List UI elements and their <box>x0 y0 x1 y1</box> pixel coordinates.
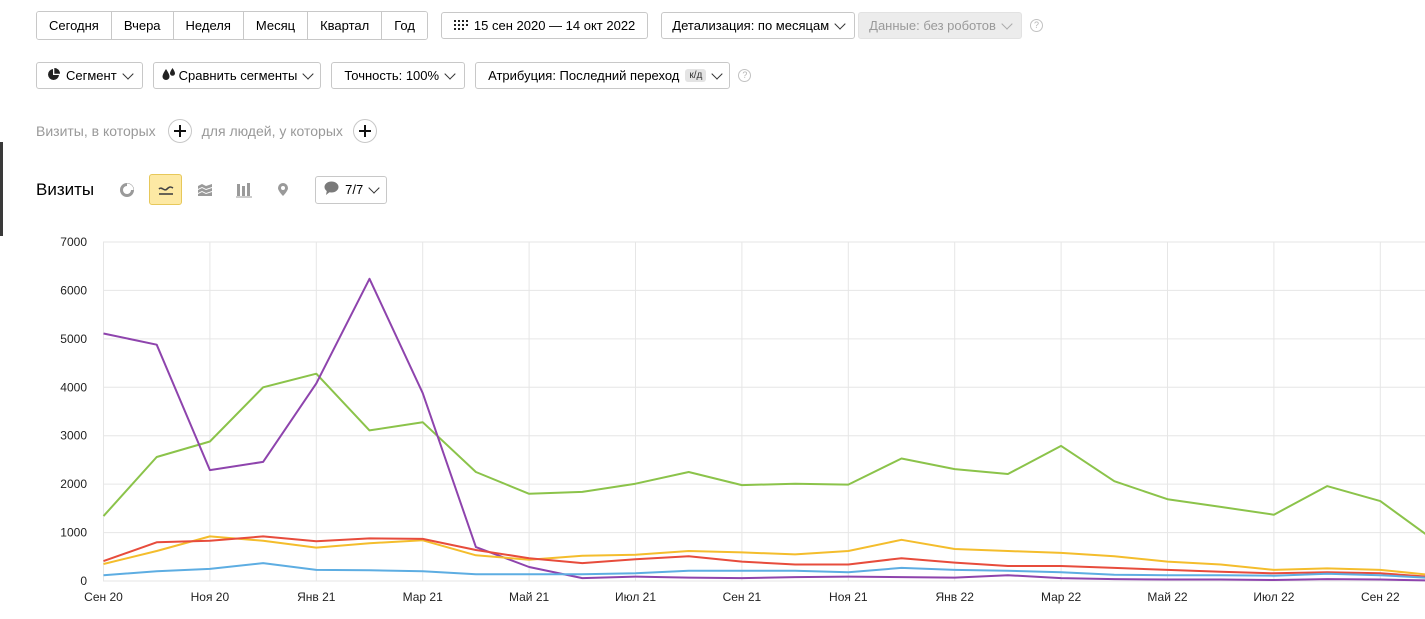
y-tick-label: 6000 <box>60 283 87 297</box>
filter-people-label: для людей, у которых <box>201 123 343 139</box>
data-filter-dropdown[interactable]: Данные: без роботов <box>858 12 1022 39</box>
period-selector: Сегодня Вчера Неделя Месяц Квартал Год <box>36 11 428 40</box>
chart-type-area-button[interactable] <box>188 174 221 205</box>
x-tick-label: Ноя 21 <box>829 590 868 604</box>
accuracy-label: Точность: 100% <box>344 68 440 83</box>
series-line-4 <box>103 562 1425 579</box>
series-line-1 <box>103 277 1425 582</box>
attribution-label: Атрибуция: Последний переход <box>488 68 680 83</box>
x-tick-label: Сен 20 <box>84 590 123 604</box>
x-tick-label: Май 21 <box>509 590 550 604</box>
chevron-down-icon <box>711 67 724 80</box>
add-visit-condition-button[interactable] <box>167 119 192 143</box>
chevron-down-icon <box>122 67 134 80</box>
chart-title: Визиты <box>36 179 95 199</box>
period-month-button[interactable]: Месяц <box>243 12 309 39</box>
filter-visits-label: Визиты, в которых <box>36 123 156 139</box>
toolbar-period: Сегодня Вчера Неделя Месяц Квартал Год 1… <box>36 11 1043 40</box>
map-pin-icon <box>277 182 288 196</box>
help-icon[interactable]: ? <box>738 69 752 82</box>
line-chart-icon <box>158 185 174 195</box>
chevron-down-icon <box>302 67 314 80</box>
chart-series <box>102 277 1425 582</box>
date-range-button[interactable]: 15 сен 2020 — 14 окт 2022 <box>440 12 649 39</box>
attribution-tag: к/д <box>685 69 707 82</box>
area-chart-icon <box>197 183 212 196</box>
chart-type-pie-button[interactable] <box>110 174 143 205</box>
chart-type-bar-button[interactable] <box>227 174 260 205</box>
plus-icon <box>173 125 186 137</box>
attribution-dropdown[interactable]: Атрибуция: Последний переход к/д <box>475 62 731 89</box>
x-tick-label: Июл 21 <box>615 590 656 604</box>
compare-segments-dropdown[interactable]: Сравнить сегменты <box>152 62 322 89</box>
y-tick-label: 0 <box>80 574 87 588</box>
date-range-label: 15 сен 2020 — 14 окт 2022 <box>473 18 636 33</box>
chart-type-line-button[interactable] <box>149 174 183 205</box>
help-icon[interactable]: ? <box>1029 19 1043 32</box>
series-line-2 <box>103 535 1425 576</box>
chevron-down-icon <box>1001 17 1013 30</box>
series-line-3 <box>103 535 1425 578</box>
calendar-icon <box>453 18 468 33</box>
x-tick-label: Июл 22 <box>1253 590 1294 604</box>
plus-icon <box>358 125 371 137</box>
x-tick-label: Янв 21 <box>297 590 336 604</box>
pie-icon <box>47 67 60 84</box>
y-tick-label: 7000 <box>60 235 87 249</box>
data-filter-label: Данные: без роботов <box>869 18 996 33</box>
segment-label: Сегмент <box>66 68 117 83</box>
bar-chart-icon <box>235 182 252 197</box>
period-week-button[interactable]: Неделя <box>173 12 244 39</box>
period-year-button[interactable]: Год <box>382 12 427 39</box>
add-people-condition-button[interactable] <box>352 119 377 143</box>
chevron-down-icon <box>834 17 846 30</box>
x-tick-label: Ноя 20 <box>191 590 230 604</box>
y-tick-label: 3000 <box>60 429 87 443</box>
chart-grid <box>103 241 1425 582</box>
x-tick-label: Май 22 <box>1147 590 1188 604</box>
y-axis-ticks: 0 1000 2000 3000 4000 5000 6000 7000 <box>60 235 87 588</box>
x-axis-ticks: Сен 20 Ноя 20 Янв 21 Мар 21 Май 21 Июл 21 Сен … <box>84 590 1400 604</box>
period-today-button[interactable]: Сегодня <box>37 12 112 39</box>
donut-icon <box>119 182 134 197</box>
filter-builder: Визиты, в которых для людей, у которых <box>36 119 377 143</box>
x-tick-label: Сен 22 <box>1361 590 1400 604</box>
y-tick-label: 5000 <box>60 332 87 346</box>
toolbar-segments: Сегмент Сравнить сегменты Точность: 100%… <box>36 62 752 89</box>
series-line-0 <box>102 372 1425 535</box>
period-yesterday-button[interactable]: Вчера <box>111 12 174 39</box>
speech-bubble-icon <box>324 181 339 198</box>
compare-label: Сравнить сегменты <box>178 68 298 83</box>
series-counter: 7/7 <box>345 182 364 197</box>
chart-header: Визиты 7/7 <box>36 174 388 205</box>
period-quarter-button[interactable]: Квартал <box>308 12 383 39</box>
y-tick-label: 1000 <box>60 526 87 540</box>
detail-dropdown[interactable]: Детализация: по месяцам <box>661 12 856 39</box>
chevron-down-icon <box>444 67 456 80</box>
y-tick-label: 4000 <box>60 380 87 394</box>
x-tick-label: Мар 21 <box>403 590 443 604</box>
detail-label: Детализация: по месяцам <box>672 18 830 33</box>
left-edge-bar <box>0 142 3 236</box>
accuracy-dropdown[interactable]: Точность: 100% <box>331 62 466 89</box>
series-selector-button[interactable]: 7/7 <box>315 175 388 204</box>
x-tick-label: Янв 22 <box>936 590 975 604</box>
x-tick-label: Сен 21 <box>723 590 762 604</box>
chart-type-map-button[interactable] <box>266 174 299 205</box>
x-tick-label: Мар 22 <box>1041 590 1081 604</box>
segment-dropdown[interactable]: Сегмент <box>36 62 143 89</box>
chevron-down-icon <box>368 181 380 194</box>
y-tick-label: 2000 <box>60 477 87 491</box>
compare-drops-icon <box>162 67 176 84</box>
